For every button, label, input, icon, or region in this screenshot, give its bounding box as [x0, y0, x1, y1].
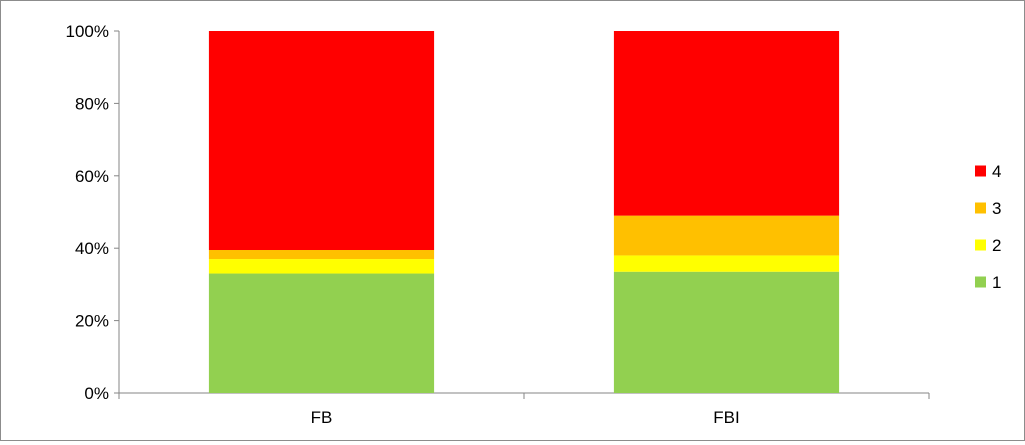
legend-swatch-1 [975, 276, 986, 288]
bar-segment-fb-series-3 [208, 250, 435, 260]
bar-segment-fb-series-2 [208, 259, 435, 274]
bar-segment-fb-series-1 [208, 273, 435, 393]
legend-label-2: 2 [992, 236, 1001, 255]
bars [208, 31, 840, 393]
legend-label-4: 4 [992, 162, 1001, 181]
legend-label-1: 1 [992, 273, 1001, 292]
y-tick-label: 40% [75, 239, 109, 258]
bar-segment-fb-series-4 [208, 31, 435, 251]
legend-label-3: 3 [992, 199, 1001, 218]
bar-segment-fbi-series-2 [613, 255, 840, 272]
legend: 4 3 2 1 [975, 162, 1001, 292]
legend-swatch-2 [975, 239, 986, 251]
bar-segment-fbi-series-1 [613, 271, 840, 393]
y-tick-label: 20% [75, 312, 109, 331]
legend-swatch-3 [975, 202, 986, 214]
y-tick-label: 0% [84, 384, 109, 403]
bar-segment-fbi-series-3 [613, 215, 840, 256]
x-category-label: FBI [713, 408, 739, 427]
x-category-label: FB [311, 408, 333, 427]
legend-swatch-4 [975, 165, 986, 177]
y-tick-label: 100% [66, 22, 109, 41]
bar-segment-fbi-series-4 [613, 31, 840, 216]
y-tick-label: 80% [75, 94, 109, 113]
y-tick-label: 60% [75, 167, 109, 186]
